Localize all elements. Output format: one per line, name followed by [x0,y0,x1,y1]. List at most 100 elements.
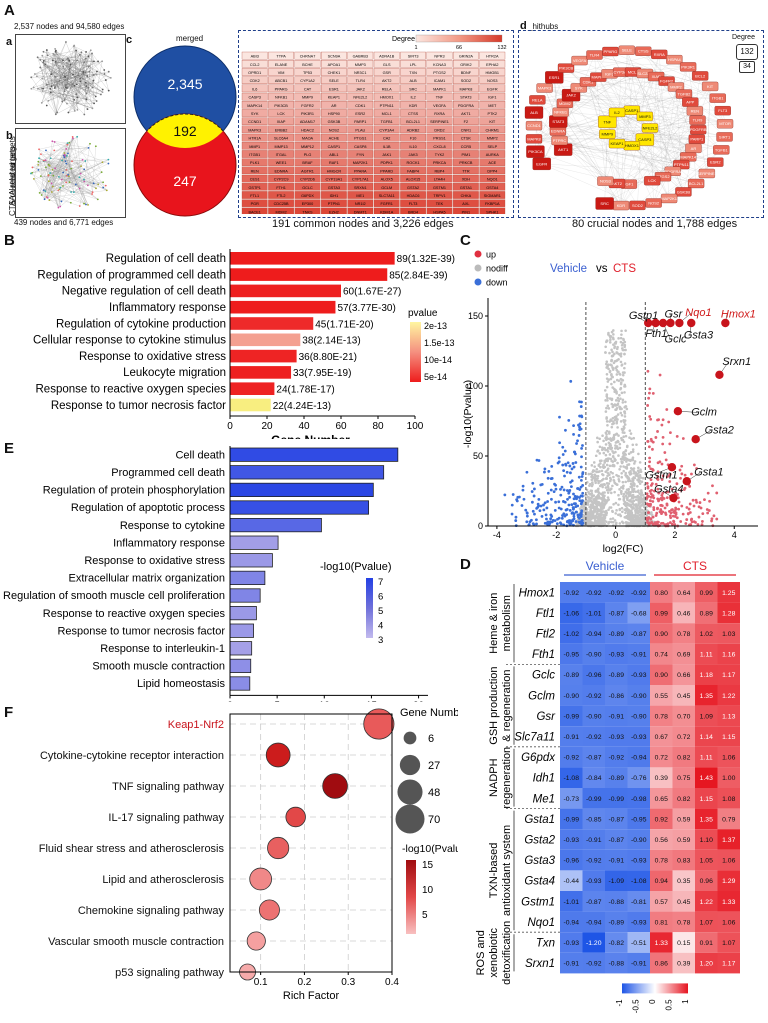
c-legend-dot [474,264,482,272]
c-point-down [511,493,515,496]
gene-cell [373,158,400,166]
d-category-label: Heme & iron [488,593,500,654]
d-cell-value: 0.91 [700,940,713,947]
network-node [102,186,105,189]
d-cell-value: -0.87 [609,816,625,823]
c-point-nodiff [608,369,612,373]
b-category-label: Response to tumor necrosis factor [51,400,226,412]
network-edge [51,165,82,184]
d-cell-value: 1.02 [700,631,713,638]
gene-cell-label: FLT3 [409,202,418,206]
c-point-nodiff [604,448,607,452]
network-node [87,203,89,206]
e-bar [229,605,257,621]
c-point-nodiff [597,464,601,467]
c-point-nodiff [608,479,612,483]
network-edge [31,88,93,109]
b-category-label: Response to oxidative stress [79,351,226,363]
common-nodes-caption: 191 common nodes and 3,226 edges [272,218,454,230]
gene-cell-label: MET [488,104,497,108]
c-point-nodiff [610,373,613,377]
c-point-nodiff [600,497,603,500]
network-edge [85,82,103,93]
network-node [83,178,85,181]
c-point-down [580,400,583,404]
gene-cell-label: AXL [462,202,469,206]
c-point-nodiff [620,492,623,496]
gene-cell-label: SRXN1 [354,186,367,190]
c-point-nodiff [642,504,646,508]
c-point-nodiff [609,442,612,446]
c-point-up [652,496,656,500]
network-node [45,149,47,152]
c-point-up [687,507,691,511]
gene-cell [268,109,294,117]
c-point-up [648,489,652,493]
c-point-nodiff [598,459,602,463]
hub-node-label: KDR [617,203,626,208]
c-point-nodiff [592,501,595,504]
c-point-up [701,520,704,523]
c-point-nodiff [619,420,623,423]
network-node [50,79,53,82]
gene-cell-label: HDAC6 [407,194,420,198]
network-node [51,140,54,143]
c-point-up [674,507,678,511]
gene-cell-label: GSTA1 [460,186,472,190]
e-category-label: Extracellular matrix organization [68,573,225,585]
c-point-nodiff [608,420,611,423]
c-y-tick-label: 0 [478,521,483,531]
d-cell-value: -0.95 [564,652,580,659]
common-nodes-box [238,30,514,218]
gene-cell [400,183,426,191]
d-category-label: ROS and [475,930,487,975]
c-point-nodiff [621,373,625,377]
d-heat-cell [582,664,605,685]
c-point-nodiff [631,480,634,483]
network-node [54,50,57,53]
c-point-up [665,408,669,411]
network-edge [42,58,86,79]
gene-cell [426,191,453,199]
gene-cell-label: TP53 [303,71,312,75]
gene-cell-label: CYP2C9 [274,178,289,182]
c-point-down [578,499,582,503]
hub-edge [557,130,670,199]
gene-cell [268,207,294,214]
c-point-up [651,391,655,395]
c-point-up [690,517,694,521]
d-cell-value: 1.14 [700,734,713,741]
c-point-nodiff [580,505,583,508]
d-heat-cell [605,705,628,727]
c-point-down [547,469,551,473]
c-point-nodiff [604,470,608,474]
network-edge [43,189,62,202]
hub-node [714,106,731,116]
c-point-nodiff [622,496,626,500]
gene-cell [373,166,400,175]
b-bar [230,398,271,412]
d-heat-cell [582,808,605,830]
c-point-up [677,500,681,504]
c-point-down [570,503,574,506]
d-heat-cell [560,788,583,809]
c-point-up [665,475,669,479]
network-edge [73,46,79,76]
c-point-up [706,511,710,515]
d-heat-cell [672,808,695,830]
d-heat-cell [695,952,718,974]
cts-network-image [15,128,126,218]
gene-cell [426,84,453,93]
gene-cell [426,207,453,214]
hub-edge [598,77,618,113]
gene-cell [347,174,374,183]
c-point-nodiff [623,415,627,418]
gene-cell [268,51,294,60]
d-scale-bar [622,983,688,994]
gene-cell-label: SELE [329,79,339,83]
gene-cell-label: CNR1 [461,128,471,132]
c-point-nodiff [622,440,626,444]
gene-cell-label: CYP19A1 [326,178,343,182]
c-point-nodiff [615,432,619,436]
network-edge [32,142,68,168]
